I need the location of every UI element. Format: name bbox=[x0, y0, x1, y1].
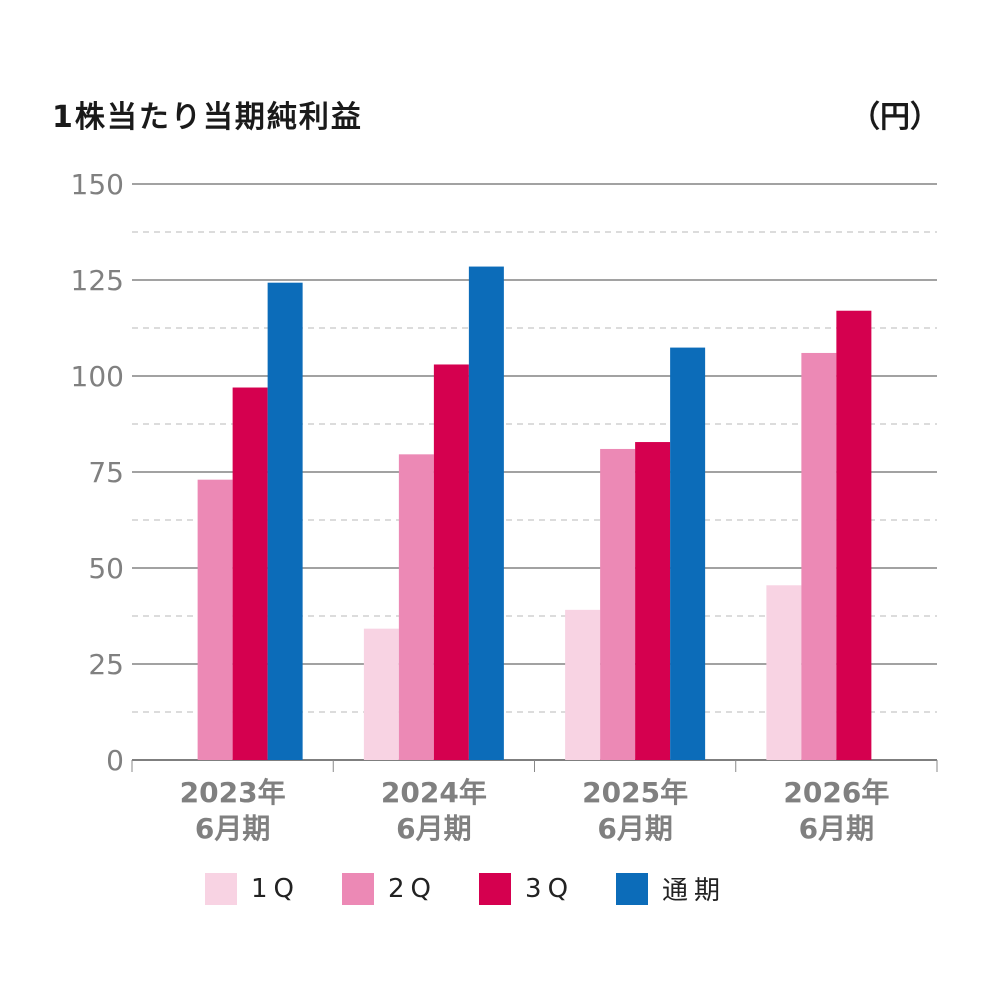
bar-通期-2 bbox=[670, 347, 706, 760]
y-tick-label: 100 bbox=[71, 360, 124, 393]
y-tick-label: 125 bbox=[71, 264, 124, 297]
legend-swatch bbox=[479, 872, 512, 905]
legend-swatch bbox=[616, 872, 649, 905]
x-tick-label: 2023年 bbox=[180, 776, 286, 809]
bar-3Q-0 bbox=[232, 387, 268, 760]
y-tick-label: 50 bbox=[88, 552, 124, 585]
x-tick-label: 6月期 bbox=[799, 812, 874, 845]
y-tick-label: 75 bbox=[88, 456, 124, 489]
x-tick-label: 2026年 bbox=[783, 776, 889, 809]
legend-item: 通期 bbox=[616, 870, 726, 907]
legend-item: 2Q bbox=[342, 872, 438, 905]
legend-label: 通期 bbox=[662, 876, 727, 906]
legend: 1Q 2Q 3Q 通期 bbox=[205, 870, 768, 907]
bar-2Q-2 bbox=[600, 448, 636, 760]
y-tick-label: 0 bbox=[106, 744, 124, 777]
legend-label: 3Q bbox=[525, 873, 575, 904]
bar-2Q-0 bbox=[197, 479, 233, 760]
chart-title: 1株当たり当期純利益 bbox=[52, 100, 363, 135]
bar-2Q-3 bbox=[801, 352, 837, 760]
bar-chart: 02550751001251502023年6月期2024年6月期2025年6月期… bbox=[71, 168, 938, 845]
bar-3Q-1 bbox=[433, 364, 469, 760]
bar-2Q-1 bbox=[398, 454, 434, 760]
legend-label: 2Q bbox=[388, 873, 438, 904]
bar-1Q-3 bbox=[766, 585, 802, 760]
x-tick-label: 6月期 bbox=[396, 812, 471, 845]
bar-1Q-1 bbox=[363, 628, 399, 760]
bar-3Q-2 bbox=[635, 442, 671, 760]
legend-label: 1Q bbox=[251, 873, 301, 904]
x-tick-label: 2024年 bbox=[381, 776, 487, 809]
bar-通期-1 bbox=[468, 266, 504, 760]
legend-swatch bbox=[205, 872, 237, 905]
legend-item: 1Q bbox=[205, 872, 301, 905]
bar-3Q-3 bbox=[836, 310, 872, 760]
legend-item: 3Q bbox=[479, 872, 575, 905]
bar-通期-0 bbox=[267, 282, 303, 760]
bar-1Q-2 bbox=[565, 609, 601, 760]
unit-label: （円） bbox=[850, 100, 940, 135]
y-tick-label: 25 bbox=[88, 648, 124, 681]
x-tick-label: 2025年 bbox=[582, 776, 688, 809]
y-tick-label: 150 bbox=[71, 168, 124, 201]
x-tick-label: 6月期 bbox=[195, 812, 270, 845]
x-tick-label: 6月期 bbox=[597, 812, 672, 845]
legend-swatch bbox=[342, 872, 375, 905]
